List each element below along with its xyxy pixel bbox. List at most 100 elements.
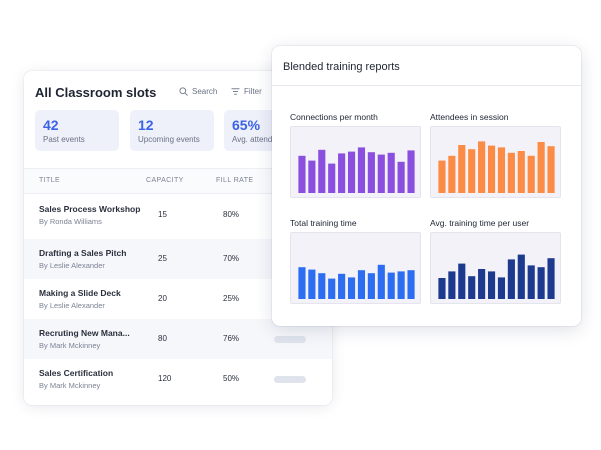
row-author: By Leslie Alexander [39, 301, 105, 310]
row-capacity: 80 [158, 334, 167, 343]
search-label: Search [192, 87, 218, 96]
stat-value: 42 [43, 117, 59, 133]
stat-value: 65% [232, 117, 261, 133]
stat-upcoming-events: 12 Upcoming events [130, 110, 214, 151]
chart-bar [468, 276, 476, 299]
row-author: By Ronda Williams [39, 217, 102, 226]
chart-attendees-in-session [430, 126, 561, 198]
chart-bar [507, 259, 515, 299]
chart-bar [527, 265, 535, 299]
filter-button[interactable]: Filter [231, 87, 262, 96]
chart-bar [298, 267, 306, 299]
chart-bar [357, 147, 366, 193]
chart-title: Avg. training time per user [430, 218, 530, 228]
chart-bar [448, 155, 456, 193]
row-author: By Mark Mckinney [39, 341, 101, 350]
bar-chart-svg [438, 141, 555, 193]
chart-bar [347, 151, 356, 193]
row-fill-rate: 25% [223, 294, 240, 303]
chart-bar [338, 273, 346, 299]
row-capacity: 120 [158, 374, 172, 383]
chart-bar [547, 258, 555, 299]
chart-bar [458, 263, 466, 299]
column-header-title[interactable]: TITLE [39, 177, 61, 184]
row-title: Sales Certification [39, 368, 114, 378]
bar-chart-svg [298, 147, 415, 193]
stat-value: 12 [138, 117, 154, 133]
table-row[interactable]: Sales Certification By Mark Mckinney 120… [24, 359, 332, 399]
chart-bar [328, 163, 336, 193]
chart-bar [497, 147, 506, 193]
chart-bar [308, 269, 316, 299]
row-title: Sales Process Workshop [39, 204, 141, 214]
chart-bar [547, 146, 555, 193]
chart-avg-training-time-per-user [430, 232, 561, 304]
chart-bar [438, 160, 446, 193]
chart-bar [478, 141, 486, 193]
chart-bar [318, 149, 326, 193]
stat-past-events: 42 Past events [35, 110, 119, 151]
row-title: Making a Slide Deck [39, 288, 121, 298]
search-button[interactable]: Search [179, 87, 217, 96]
chart-title: Total training time [290, 218, 357, 228]
filter-label: Filter [244, 87, 262, 96]
stat-label: Past events [43, 135, 85, 144]
chart-bar [407, 270, 415, 299]
column-header-fill-rate[interactable]: FILL RATE [216, 177, 254, 184]
chart-bar [517, 254, 525, 299]
chart-bar [338, 153, 346, 193]
slots-panel-title: All Classroom slots [35, 85, 157, 100]
chart-bar [357, 270, 366, 299]
chart-bar [478, 269, 486, 299]
chart-bar [308, 160, 316, 193]
training-reports-panel: Blended training reports Connections per… [272, 46, 581, 326]
chart-bar [367, 273, 375, 299]
row-author: By Mark Mckinney [39, 381, 101, 390]
row-status-pill [274, 336, 306, 343]
filter-icon [231, 87, 240, 96]
chart-bar [377, 154, 385, 193]
chart-bar [298, 155, 306, 193]
row-capacity: 25 [158, 254, 167, 263]
row-fill-rate: 80% [223, 210, 240, 219]
chart-bar [458, 145, 466, 193]
chart-bar [397, 161, 405, 193]
chart-bar [448, 271, 456, 299]
chart-bar [537, 142, 545, 193]
chart-bar [377, 264, 385, 299]
chart-bar [527, 155, 535, 193]
chart-bar [497, 277, 506, 299]
search-icon [179, 87, 188, 96]
row-capacity: 15 [158, 210, 167, 219]
chart-bar [487, 271, 496, 299]
row-fill-rate: 50% [223, 374, 240, 383]
stat-label: Upcoming events [138, 135, 200, 144]
chart-bar [537, 267, 545, 299]
chart-bar [468, 149, 476, 193]
chart-bar [318, 273, 326, 299]
chart-bar [517, 151, 525, 193]
divider [272, 85, 581, 86]
row-status-pill [274, 376, 306, 383]
chart-bar [407, 150, 415, 193]
row-capacity: 20 [158, 294, 167, 303]
bar-chart-svg [438, 254, 555, 299]
chart-bar [507, 152, 515, 193]
chart-bar [438, 278, 446, 299]
chart-bar [387, 272, 395, 299]
reports-panel-title: Blended training reports [283, 61, 400, 73]
chart-bar [328, 278, 336, 299]
column-header-capacity[interactable]: CAPACITY [146, 177, 184, 184]
chart-title: Attendees in session [430, 112, 509, 122]
chart-connections-per-month [290, 126, 421, 198]
row-fill-rate: 70% [223, 254, 240, 263]
chart-bar [387, 152, 395, 193]
row-title: Drafting a Sales Pitch [39, 248, 127, 258]
chart-bar [487, 145, 496, 193]
row-fill-rate: 76% [223, 334, 240, 343]
row-author: By Leslie Alexander [39, 261, 105, 270]
stat-label: Avg. attendance [232, 135, 290, 144]
chart-total-training-time [290, 232, 421, 304]
chart-bar [397, 271, 405, 299]
chart-bar [367, 152, 375, 193]
